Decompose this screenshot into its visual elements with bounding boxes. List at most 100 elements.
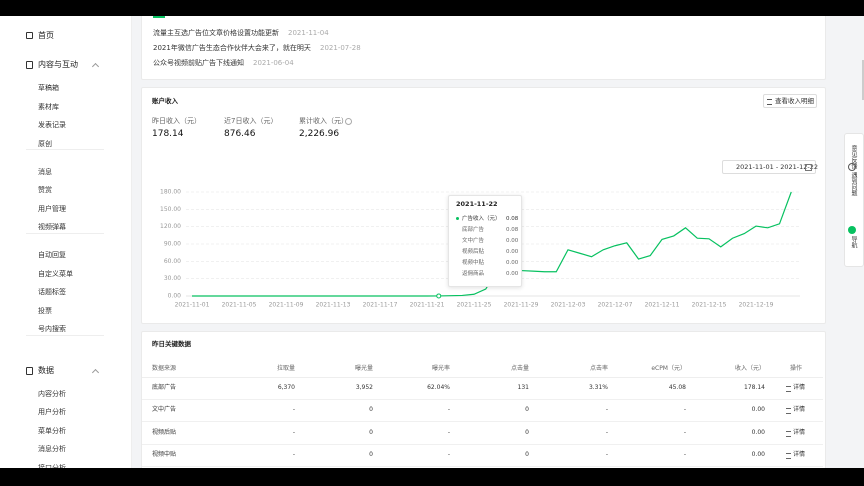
stat-label: 昨日收入（元） (152, 117, 201, 125)
cell: - (447, 451, 450, 458)
info-icon (345, 118, 352, 125)
nav-item[interactable]: 素材库 (38, 102, 59, 111)
cell[interactable]: 详情 (793, 429, 806, 436)
cell: 0 (369, 451, 373, 458)
tooltip-dot (456, 217, 459, 220)
cell[interactable]: 详情 (793, 406, 806, 413)
nav-item[interactable]: 草稿箱 (38, 84, 59, 92)
stat-value: 2,226.96 (299, 129, 340, 139)
nav-item[interactable]: 号内搜索 (38, 325, 66, 333)
cell: - (683, 451, 686, 458)
cell: 0 (525, 406, 529, 413)
cell: - (447, 429, 450, 436)
group-icon (26, 366, 33, 375)
cell: 0.00 (751, 451, 765, 458)
tab-indicator (153, 16, 165, 18)
tooltip-item-value: 0.00 (506, 271, 519, 277)
cell: - (605, 451, 608, 458)
nav-item[interactable]: 菜单分析 (38, 426, 66, 435)
cell: - (292, 429, 295, 436)
header-cell: 收入（元） (734, 365, 765, 372)
row-line (142, 444, 823, 445)
notice-date: 2021-06-04 (253, 59, 294, 67)
cell: - (605, 429, 608, 436)
nav-item[interactable]: 投票 (38, 306, 52, 315)
tooltip-item: 底部广告 (462, 227, 485, 233)
nav-group[interactable]: 内容与互动 (38, 60, 78, 69)
button (763, 94, 817, 108)
tooltip-date: 2021-11-22 (456, 200, 498, 208)
stat-label: 累计收入（元） (299, 117, 348, 125)
nav-home[interactable]: 首页 (38, 31, 54, 40)
cell: 视频中贴 (152, 451, 177, 458)
cell: 0.00 (751, 406, 765, 413)
cell: - (292, 406, 295, 413)
cell: 62.04% (427, 384, 450, 391)
calendar-icon (805, 164, 812, 171)
cell: 0.00 (751, 429, 765, 436)
tooltip-item: 视频中贴 (462, 260, 485, 266)
nav-item[interactable]: 消息分析 (38, 445, 66, 453)
header-cell: 数据来源 (152, 365, 177, 372)
tooltip-item: 返佣商品 (462, 271, 485, 277)
nav-item[interactable]: 用户分析 (38, 408, 66, 416)
notice-link[interactable]: 2021年微信广告生态合作伙伴大会来了，就在明天 (153, 44, 311, 52)
nav-item[interactable]: 自定义菜单 (38, 269, 73, 278)
date-picker (722, 160, 816, 174)
row-line (142, 466, 823, 467)
cell[interactable]: 详情 (793, 451, 806, 458)
tooltip-item-value: 0.00 (506, 238, 519, 244)
cell: 131 (517, 384, 529, 391)
cell: 45.08 (668, 384, 686, 391)
cell: 3.31% (588, 384, 608, 391)
nav-item[interactable]: 视频弹幕 (38, 223, 66, 231)
cell: 底部广告 (152, 384, 177, 391)
tooltip-item-value: 0.00 (506, 260, 519, 266)
nav-item[interactable]: 用户管理 (38, 204, 66, 213)
cell: 0 (369, 429, 373, 436)
tooltip-value: 0.08 (506, 216, 519, 222)
table-card (141, 331, 826, 483)
button-label[interactable]: 查看收入明细 (775, 97, 814, 105)
nav-item[interactable]: 消息 (38, 167, 52, 176)
sidebar (0, 0, 132, 486)
cell: 178.14 (744, 384, 765, 391)
nav-item[interactable]: 赞赏 (38, 186, 52, 194)
notice-link[interactable]: 公众号视频前贴广告下线通知 (153, 59, 244, 67)
cell: 0 (369, 406, 373, 413)
header-cell: 曝光量 (354, 365, 373, 372)
cell: - (683, 429, 686, 436)
feedback-item[interactable]: 遇到问题 (850, 172, 857, 196)
nav-item[interactable]: 内容分析 (38, 389, 66, 398)
nav-item[interactable]: 接口分析 (38, 463, 66, 473)
feedback-item[interactable]: 意见反馈 (850, 145, 857, 169)
header-cell: 拉取量 (276, 365, 295, 372)
nav-item[interactable]: 话题标签 (38, 288, 66, 296)
help-icon (848, 163, 856, 171)
notice-date: 2021-11-04 (288, 29, 329, 37)
notice-link[interactable]: 流量主互选广告位文章价格设置功能更新 (153, 29, 279, 37)
nav-item[interactable]: 原创 (38, 139, 52, 148)
cell: - (683, 406, 686, 413)
cell: 0 (525, 451, 529, 458)
cell: 视频后贴 (152, 429, 177, 436)
cell[interactable]: 详情 (793, 384, 806, 391)
nav-item[interactable]: 发表记录 (38, 121, 66, 129)
tooltip-series: 广告收入（元） (462, 216, 501, 222)
detail-icon (786, 386, 791, 392)
row-line (142, 421, 823, 422)
feedback-item[interactable]: 导航 (850, 236, 857, 248)
date-range[interactable]: 2021-11-01 - 2021-12-22 (736, 163, 819, 171)
cell: - (292, 451, 295, 458)
header-cell: 操作 (789, 365, 803, 372)
letterbox-top (0, 0, 864, 16)
header-cell: 点击率 (589, 365, 608, 372)
stat-value: 876.46 (224, 129, 256, 139)
header-cell: eCPM（元） (651, 365, 686, 372)
nav-group[interactable]: 数据 (38, 365, 54, 375)
nav-item[interactable]: 自动回复 (38, 251, 66, 259)
tooltip-item: 文中广告 (462, 238, 485, 244)
notice-date: 2021-07-28 (320, 44, 361, 52)
letterbox-bottom (0, 468, 864, 486)
